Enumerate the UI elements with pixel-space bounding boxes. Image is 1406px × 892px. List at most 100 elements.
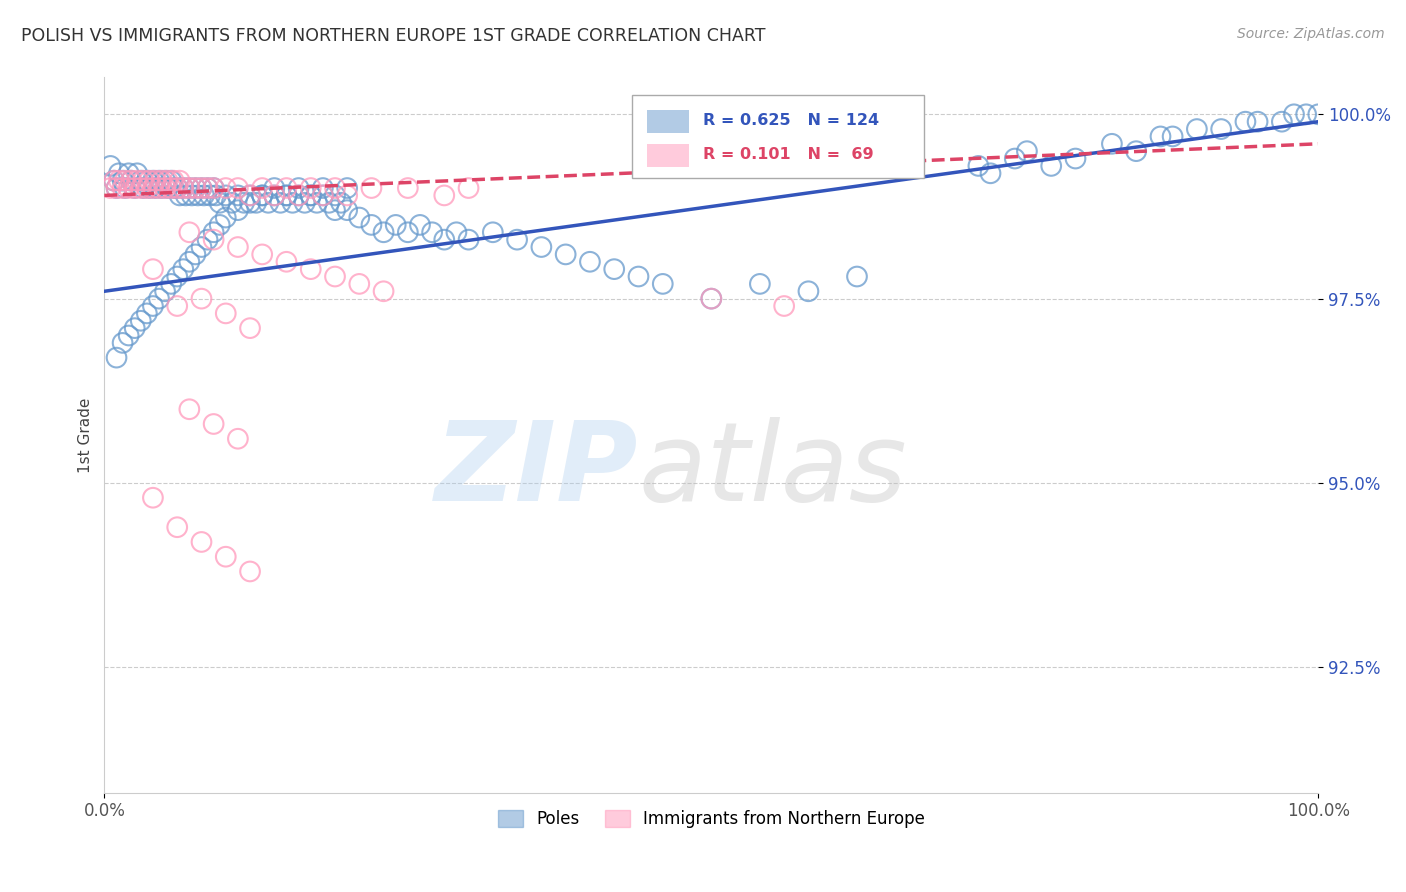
Point xyxy=(482,225,505,239)
Point xyxy=(202,181,225,195)
Point xyxy=(396,225,419,239)
Point xyxy=(336,188,359,202)
Point xyxy=(153,181,176,195)
Point xyxy=(162,174,184,188)
Point xyxy=(190,292,212,306)
Point xyxy=(138,181,160,195)
Point xyxy=(312,188,335,202)
Point xyxy=(179,181,201,195)
Point xyxy=(142,299,165,313)
Point xyxy=(197,181,219,195)
Point xyxy=(239,321,262,335)
Point xyxy=(114,181,136,195)
Point xyxy=(250,188,273,202)
Point xyxy=(169,188,191,202)
Point xyxy=(226,203,249,218)
Point xyxy=(129,314,152,328)
Point xyxy=(100,181,122,195)
Point xyxy=(250,181,273,195)
Point xyxy=(797,285,820,299)
Point xyxy=(160,181,183,195)
Point xyxy=(773,299,796,313)
Point xyxy=(114,174,136,188)
Point xyxy=(208,218,231,232)
Point xyxy=(160,277,183,291)
Point xyxy=(700,292,723,306)
Point xyxy=(330,195,353,210)
Point xyxy=(226,432,249,446)
Point xyxy=(1282,107,1305,121)
Point xyxy=(120,174,142,188)
Point xyxy=(132,174,155,188)
Point xyxy=(174,188,197,202)
Point xyxy=(323,203,346,218)
Point xyxy=(336,203,359,218)
Point xyxy=(105,181,128,195)
Point xyxy=(554,247,576,261)
Point xyxy=(287,188,309,202)
Point xyxy=(193,188,215,202)
Point xyxy=(312,181,335,195)
Point xyxy=(156,174,179,188)
Point xyxy=(1161,129,1184,144)
Point xyxy=(215,306,238,320)
Point xyxy=(142,181,165,195)
Point xyxy=(111,335,134,350)
Point xyxy=(118,181,141,195)
Point xyxy=(156,181,179,195)
Point xyxy=(748,277,770,291)
Point xyxy=(239,188,262,202)
Text: Source: ZipAtlas.com: Source: ZipAtlas.com xyxy=(1237,27,1385,41)
Point xyxy=(349,277,371,291)
Point xyxy=(127,174,149,188)
Point xyxy=(103,174,125,188)
Point xyxy=(349,211,371,225)
Point xyxy=(226,240,249,254)
Point xyxy=(179,254,201,268)
Point xyxy=(124,181,146,195)
Point xyxy=(299,262,322,277)
Point xyxy=(226,188,249,202)
Point xyxy=(506,233,529,247)
Text: ZIP: ZIP xyxy=(434,417,638,524)
Point xyxy=(180,188,202,202)
Point xyxy=(215,188,238,202)
Point xyxy=(172,181,194,195)
Point xyxy=(190,181,212,195)
Point xyxy=(263,181,285,195)
Point xyxy=(457,181,479,195)
Point xyxy=(294,195,316,210)
Point xyxy=(1234,114,1257,128)
Point xyxy=(132,181,155,195)
Point xyxy=(226,181,249,195)
Point xyxy=(336,181,359,195)
Point xyxy=(457,233,479,247)
Point xyxy=(184,181,207,195)
Point xyxy=(111,174,134,188)
Text: R = 0.625   N = 124: R = 0.625 N = 124 xyxy=(703,113,879,128)
Point xyxy=(1185,122,1208,136)
Point xyxy=(305,195,328,210)
Point xyxy=(250,188,273,202)
Point xyxy=(179,225,201,239)
Point xyxy=(239,565,262,579)
Point xyxy=(166,520,188,534)
Point xyxy=(172,262,194,277)
Point xyxy=(384,218,406,232)
Point xyxy=(287,188,309,202)
Point xyxy=(299,181,322,195)
Point xyxy=(127,166,149,180)
Point xyxy=(172,181,194,195)
Point xyxy=(215,181,238,195)
Point xyxy=(111,181,134,195)
FancyBboxPatch shape xyxy=(647,144,689,167)
Point xyxy=(323,188,346,202)
Point xyxy=(312,188,335,202)
Legend: Poles, Immigrants from Northern Europe: Poles, Immigrants from Northern Europe xyxy=(491,803,931,834)
Point xyxy=(530,240,553,254)
Point xyxy=(142,491,165,505)
Point xyxy=(1040,159,1063,173)
Point xyxy=(105,351,128,365)
Point xyxy=(1101,136,1123,151)
Point xyxy=(124,321,146,335)
